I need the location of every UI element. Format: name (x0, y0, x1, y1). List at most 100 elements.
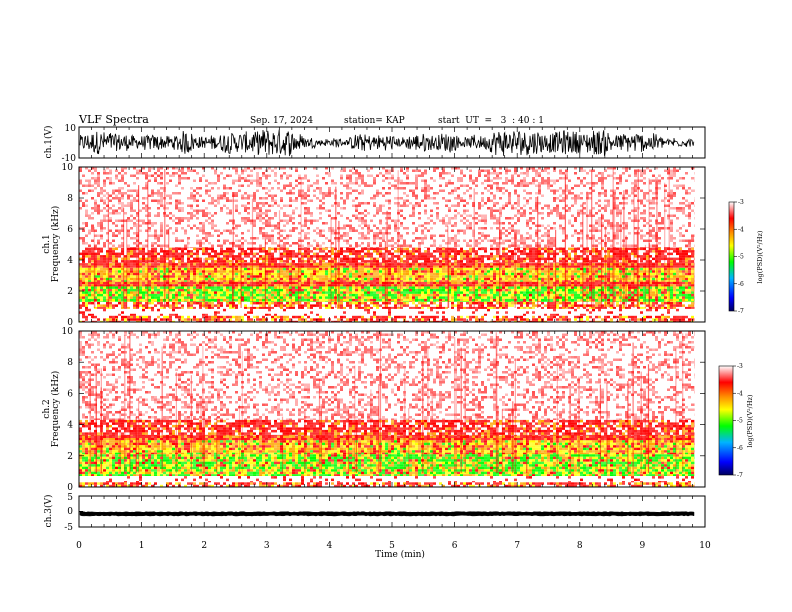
spectrogram-cell (562, 298, 565, 302)
spectrogram-cell (118, 301, 121, 305)
spectrogram-cell (577, 320, 580, 322)
spectrogram-cell (166, 280, 169, 282)
spectrogram-cell (340, 318, 343, 321)
spectrogram-cell (382, 281, 385, 285)
spectrogram-cell (346, 301, 349, 305)
spectrogram-cell (118, 298, 121, 302)
spectrogram-cell (688, 280, 691, 282)
spectrogram-cell (418, 288, 421, 292)
spectrogram-cell (589, 275, 592, 278)
spectrogram-cell (208, 293, 211, 297)
spectrogram-cell (571, 298, 574, 302)
spectrogram-cell (418, 263, 421, 266)
spectrogram-cell (670, 293, 673, 297)
spectrogram-cell (214, 320, 217, 322)
spectrogram-cell (481, 301, 484, 302)
spectrogram-cell (655, 308, 658, 312)
spectrogram-cell (370, 277, 373, 281)
spectrogram-cell (253, 280, 256, 282)
spectrogram-cell (202, 252, 205, 256)
spectrogram-cell (514, 284, 517, 287)
spectrogram-cell (154, 284, 157, 287)
spectrogram-cell (631, 315, 634, 319)
spectrogram-cell (247, 267, 250, 271)
spectrogram-cell (532, 267, 535, 271)
spectrogram-cell (367, 275, 370, 278)
spectrogram-cell (157, 293, 160, 297)
spectrogram-cell (619, 306, 622, 309)
spectrogram-cell (271, 263, 274, 266)
spectrogram-cell (289, 301, 292, 302)
spectrogram-cell (472, 250, 475, 253)
spectrogram-cell (628, 291, 631, 294)
spectrogram-cell (223, 250, 226, 253)
spectrogram-cell (616, 275, 619, 278)
spectrogram-cell (649, 247, 652, 251)
spectrogram-cell (196, 293, 199, 297)
spectrogram-cell (559, 284, 562, 287)
spectrogram-cell (340, 272, 343, 276)
spectrogram-cell (427, 304, 430, 307)
spectrogram-cell (292, 250, 295, 253)
spectrogram-cell (685, 288, 688, 292)
spectrogram-cell (625, 247, 628, 251)
spectrogram-cell (133, 301, 136, 305)
spectrogram-cell (676, 280, 679, 282)
spectrogram-cell (211, 280, 214, 282)
spectrogram-cell (259, 265, 262, 268)
spectrogram-cell (223, 284, 226, 287)
spectrogram-cell (640, 265, 643, 268)
spectrogram-cell (472, 280, 475, 282)
spectrogram-cell (235, 280, 238, 282)
spectrogram-cell (394, 284, 397, 287)
spectrogram-cell (307, 265, 310, 268)
spectrogram-cell (211, 277, 214, 281)
spectrogram-cell (286, 272, 289, 276)
spectrogram-cell (379, 288, 382, 292)
spectrogram-cell (97, 263, 100, 266)
spectrogram-cell (691, 250, 694, 253)
spectrogram-cell (517, 306, 520, 309)
spectrogram-cell (502, 280, 505, 282)
spectrogram-cell (475, 306, 478, 309)
spectrogram-cell (130, 270, 133, 273)
spectrogram-cell (307, 252, 310, 256)
spectrogram-cell (85, 270, 88, 273)
spectrogram-cell (433, 263, 436, 266)
spectrogram-cell (646, 267, 649, 271)
spectrogram-cell (157, 315, 160, 319)
spectrogram-cell (298, 272, 301, 276)
spectrogram-cell (565, 304, 568, 307)
spectrogram-cell (217, 293, 220, 297)
spectrogram-cell (277, 267, 280, 271)
spectrogram-cell (316, 286, 319, 289)
spectrogram-cell (496, 277, 499, 281)
spectrogram-cell (685, 265, 688, 268)
spectrogram-cell (403, 304, 406, 307)
figure-title: VLF Spectra (78, 113, 149, 126)
spectrogram-cell (226, 275, 229, 278)
spectrogram-cell (448, 267, 451, 271)
spectrogram-cell (382, 315, 385, 319)
spectrogram-cell (193, 284, 196, 287)
spectrogram-cell (685, 296, 688, 299)
spectrogram-cell (91, 291, 94, 294)
spectrogram-cell (679, 298, 682, 302)
spectrogram-cell (157, 296, 160, 299)
spectrogram-cell (406, 265, 409, 268)
spectrogram-cell (136, 267, 139, 271)
spectrogram-cell (562, 265, 565, 268)
spectrogram-cell (688, 270, 691, 273)
spectrogram-cell (307, 263, 310, 266)
spectrogram-cell (319, 272, 322, 276)
spectrogram-cell (118, 272, 121, 276)
spectrogram-cell (160, 318, 163, 321)
spectrogram-cell (451, 293, 454, 297)
spectrogram-cell (391, 320, 394, 322)
spectrogram-cell (544, 296, 547, 299)
spectrogram-cell (607, 301, 610, 302)
spectrogram-cell (88, 252, 91, 256)
spectrogram-cell (691, 288, 694, 292)
spectrogram-cell (190, 265, 193, 268)
spectrogram-cell (577, 275, 580, 278)
